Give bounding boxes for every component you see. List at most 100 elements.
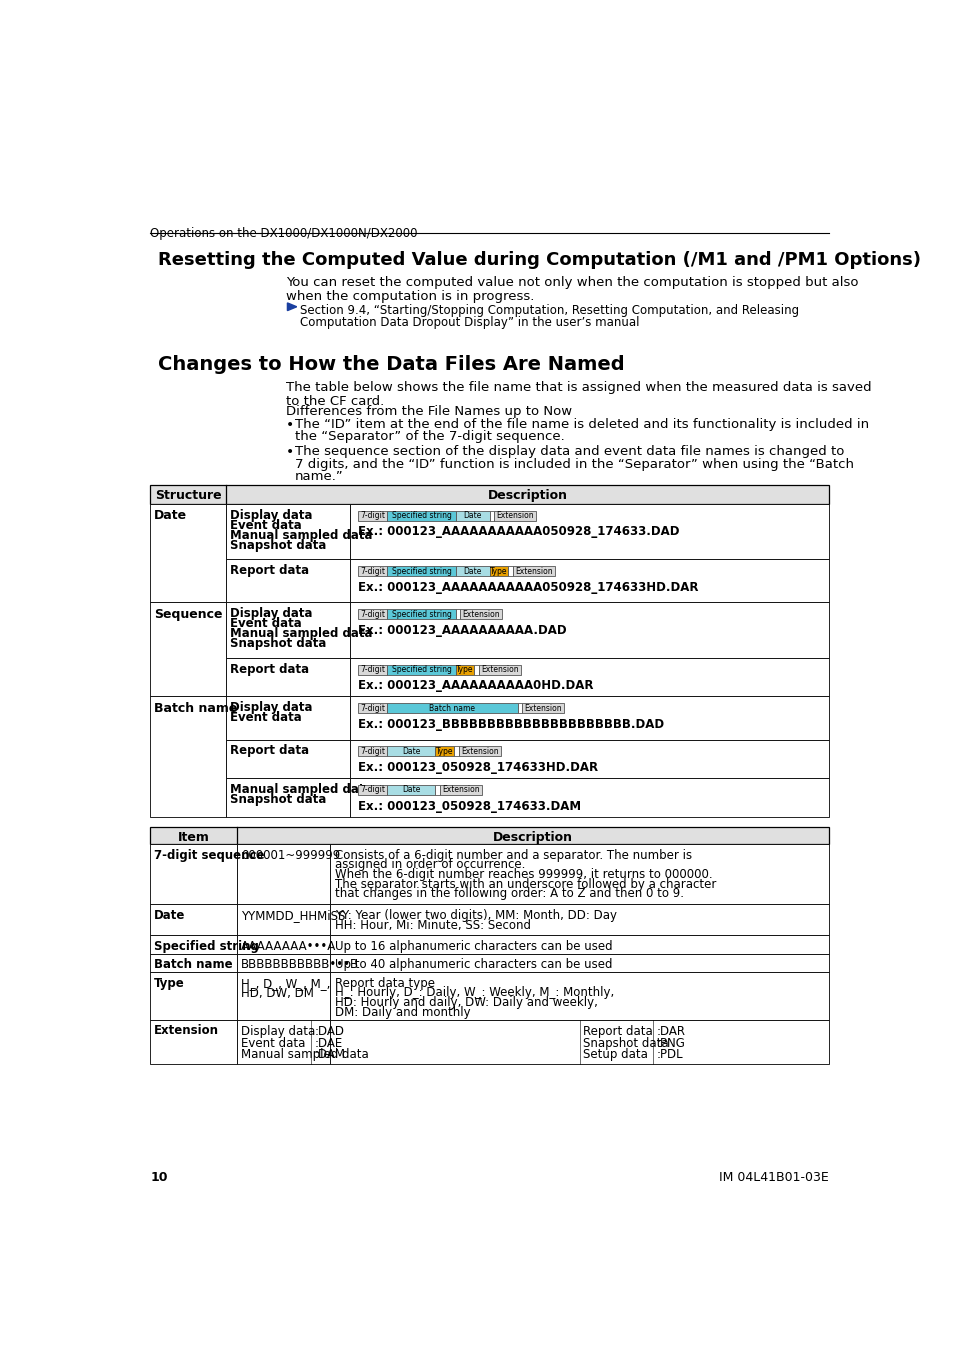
Bar (226, 504, 350, 559)
Text: Report data: Report data (583, 1025, 653, 1038)
Text: Item: Item (177, 832, 210, 844)
Text: Specified string: Specified string (391, 610, 451, 618)
Text: Ex.: 000123_AAAAAAAAAA0HD.DAR: Ex.: 000123_AAAAAAAAAA0HD.DAR (357, 679, 593, 693)
Bar (521, 703, 563, 713)
Bar (226, 657, 350, 697)
Bar (456, 609, 459, 620)
Text: Specified string: Specified string (154, 940, 258, 953)
Bar (459, 609, 501, 620)
Bar (150, 844, 236, 904)
Text: Extension: Extension (480, 666, 518, 674)
Text: 10: 10 (150, 1170, 168, 1184)
Text: Report data type: Report data type (335, 976, 435, 990)
Bar (330, 953, 828, 972)
Text: Description: Description (493, 832, 573, 844)
Text: Report data: Report data (230, 663, 309, 675)
Bar (387, 510, 456, 521)
Text: Consists of a 6-digit number and a separator. The number is: Consists of a 6-digit number and a separ… (335, 849, 691, 861)
Text: 000001~999999: 000001~999999 (241, 849, 340, 861)
Text: :DAD: :DAD (314, 1025, 344, 1038)
Bar (458, 747, 500, 756)
Text: •: • (286, 446, 294, 459)
Text: BBBBBBBBBBB•••B: BBBBBBBBBBB•••B (241, 958, 358, 971)
Text: H_, D_, W_, M_,: H_, D_, W_, M_, (241, 976, 330, 990)
Text: Extension: Extension (524, 703, 561, 713)
Text: Extension: Extension (154, 1025, 219, 1037)
Text: Up to 16 alphanumeric characters can be used: Up to 16 alphanumeric characters can be … (335, 940, 612, 953)
Text: Display data: Display data (230, 608, 313, 620)
Bar (387, 784, 435, 795)
Bar (350, 559, 828, 602)
Text: Event data: Event data (241, 1037, 305, 1050)
Text: Ex.: 000123_BBBBBBBBBBBBBBBBBBBBB.DAD: Ex.: 000123_BBBBBBBBBBBBBBBBBBBBB.DAD (357, 718, 663, 730)
Bar (517, 703, 521, 713)
Text: Extension: Extension (496, 512, 534, 520)
Text: 7-digit: 7-digit (360, 610, 385, 618)
Text: :DAM: :DAM (314, 1048, 345, 1061)
Bar (150, 828, 828, 844)
Text: Ex.: 000123_AAAAAAAAAAA050928_174633.DAD: Ex.: 000123_AAAAAAAAAAA050928_174633.DAD (357, 525, 679, 539)
Bar (330, 972, 828, 1019)
Bar (357, 566, 387, 576)
Bar (150, 504, 226, 602)
Text: Display data: Display data (241, 1025, 314, 1038)
Text: Date: Date (154, 909, 185, 922)
Bar (350, 602, 828, 657)
Bar (456, 664, 474, 675)
Text: Type: Type (436, 747, 453, 756)
Text: Snapshot data: Snapshot data (230, 539, 326, 552)
Bar (513, 566, 555, 576)
Bar (150, 1019, 236, 1064)
Bar (236, 953, 330, 972)
Text: Operations on the DX1000/DX1000N/DX2000: Operations on the DX1000/DX1000N/DX2000 (150, 227, 417, 240)
Bar (150, 602, 226, 697)
Bar (236, 844, 330, 904)
Text: Structure: Structure (154, 489, 221, 502)
Bar (454, 747, 458, 756)
Bar (350, 657, 828, 697)
Text: Event data: Event data (230, 711, 301, 724)
Text: DM: Daily and monthly: DM: Daily and monthly (335, 1006, 470, 1018)
Text: Resetting the Computed Value during Computation (/M1 and /PM1 Options): Resetting the Computed Value during Comp… (158, 251, 920, 269)
Text: 7-digit: 7-digit (360, 703, 385, 713)
Text: YY: Year (lower two digits), MM: Month, DD: Day: YY: Year (lower two digits), MM: Month, … (335, 909, 616, 922)
Text: Ex.: 000123_AAAAAAAAAA.DAD: Ex.: 000123_AAAAAAAAAA.DAD (357, 624, 566, 637)
Text: Specified string: Specified string (391, 666, 451, 674)
Bar (350, 778, 828, 817)
Text: Extension: Extension (515, 567, 552, 575)
Text: IM 04L41B01-03E: IM 04L41B01-03E (719, 1170, 828, 1184)
Bar (330, 936, 828, 953)
Text: Snapshot data: Snapshot data (230, 637, 326, 651)
Text: Manual sampled data: Manual sampled data (241, 1048, 368, 1061)
Text: when the computation is in progress.: when the computation is in progress. (286, 290, 534, 302)
Bar (236, 904, 330, 936)
Text: Description: Description (487, 489, 567, 502)
Text: Display data: Display data (230, 701, 313, 714)
Text: :DAE: :DAE (314, 1037, 342, 1050)
Text: 7-digit: 7-digit (360, 567, 385, 575)
Bar (474, 664, 478, 675)
Bar (478, 664, 520, 675)
Text: name.”: name.” (294, 470, 344, 483)
Bar (387, 566, 456, 576)
Text: AAAAAAAA•••A: AAAAAAAA•••A (241, 940, 335, 953)
Bar (456, 510, 489, 521)
Bar (150, 697, 226, 817)
Bar (150, 972, 236, 1019)
Bar (357, 609, 387, 620)
Bar (387, 664, 456, 675)
Text: YYMMDD_HHMiSS: YYMMDD_HHMiSS (241, 909, 345, 922)
Text: Batch name: Batch name (429, 703, 475, 713)
Text: HH: Hour, Mi: Minute, SS: Second: HH: Hour, Mi: Minute, SS: Second (335, 918, 530, 932)
Bar (387, 609, 456, 620)
Bar (357, 703, 387, 713)
Bar (357, 747, 387, 756)
Bar (387, 703, 517, 713)
Text: Up to 40 alphanumeric characters can be used: Up to 40 alphanumeric characters can be … (335, 958, 612, 971)
Bar (435, 747, 454, 756)
Bar (350, 504, 828, 559)
Text: You can reset the computed value not only when the computation is stopped but al: You can reset the computed value not onl… (286, 275, 858, 289)
Text: Display data: Display data (230, 509, 313, 521)
Text: Computation Data Dropout Display” in the user’s manual: Computation Data Dropout Display” in the… (299, 316, 639, 329)
Text: Date: Date (402, 786, 420, 794)
